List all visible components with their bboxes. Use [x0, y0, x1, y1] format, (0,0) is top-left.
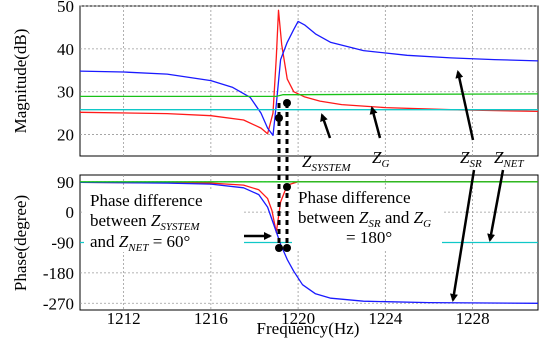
- marker-dot: [283, 99, 291, 107]
- y-tick-label: 0: [66, 203, 75, 222]
- red-series-line: [79, 181, 538, 234]
- label-z-net: ZNET: [494, 148, 525, 170]
- left-phase-difference-note: Phase difference between ZSYSTEM and ZNE…: [84, 190, 244, 254]
- magnitude-y-axis-label: Magnitude(dB): [11, 29, 30, 134]
- x-tick-label: 1224: [368, 309, 403, 328]
- annotation-arrow: [455, 70, 475, 141]
- annotation-arrow: [450, 169, 476, 302]
- x-tick-label: 1216: [194, 309, 228, 328]
- svg-text:between ZSR and ZG: between ZSR and ZG: [298, 208, 431, 230]
- y-tick-label: 50: [57, 0, 74, 16]
- y-tick-label: 30: [57, 83, 74, 102]
- green-series-line: [80, 93, 539, 98]
- label-z-system: ZSYSTEM: [302, 152, 351, 174]
- blue-series-line: [79, 20, 539, 137]
- annotation-arrow: [320, 113, 332, 139]
- tick-labels: 20 30 40 50 90 0 -90 -180 -270 1212 1216 1220 1224 12…: [43, 0, 490, 328]
- marker-dot: [283, 183, 291, 191]
- blue-series-line: [79, 181, 539, 304]
- y-tick-label: -180: [43, 264, 74, 283]
- marker-dot: [275, 244, 283, 252]
- x-tick-label: 1212: [107, 309, 141, 328]
- x-tick-label: 1220: [281, 309, 315, 328]
- red-series-line: [79, 9, 539, 135]
- label-z-g: ZG: [372, 148, 389, 170]
- y-tick-label: 40: [57, 40, 74, 59]
- marker-dot: [275, 114, 283, 122]
- svg-text:= 180°: = 180°: [346, 228, 392, 247]
- label-z-sr: ZSR: [460, 148, 482, 170]
- svg-text:Phase difference: Phase difference: [298, 188, 411, 207]
- y-tick-label: -90: [51, 234, 74, 253]
- y-tick-label: -270: [43, 294, 74, 313]
- x-tick-label: 1228: [456, 309, 490, 328]
- annotation-arrow: [487, 169, 505, 242]
- annotation-arrow: [369, 106, 382, 139]
- svg-text:between ZSYSTEM: between ZSYSTEM: [90, 211, 200, 233]
- phase-y-axis-label: Phase(degree): [11, 195, 30, 291]
- x-axis-label: Frequency(Hz): [257, 319, 360, 338]
- right-phase-difference-note: Phase difference between ZSR and ZG = 18…: [292, 188, 442, 250]
- y-tick-label: 90: [57, 173, 74, 192]
- marker-dot: [283, 244, 291, 252]
- svg-text:and ZNET = 60°: and ZNET = 60°: [90, 232, 190, 254]
- y-tick-label: 20: [57, 126, 74, 145]
- svg-text:Phase difference: Phase difference: [90, 191, 203, 210]
